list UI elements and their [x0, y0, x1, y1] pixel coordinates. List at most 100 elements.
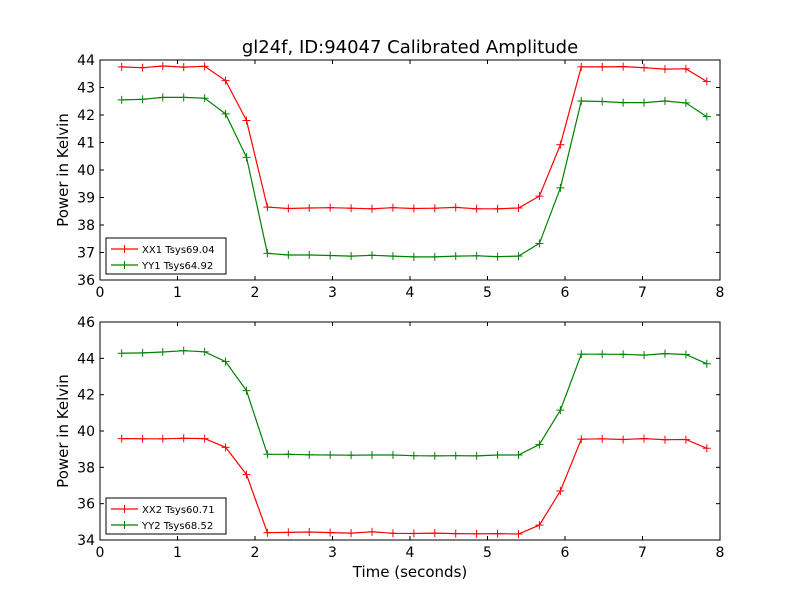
legend: XX2 Tsys60.71 YY2 Tsys68.52	[105, 497, 227, 535]
data-point	[598, 97, 607, 106]
data-point	[409, 204, 418, 213]
data-point	[451, 451, 460, 460]
data-point	[514, 450, 523, 459]
data-point	[221, 109, 230, 118]
data-point	[493, 450, 502, 459]
data-point	[347, 252, 356, 261]
data-point	[409, 252, 418, 261]
data-point	[535, 440, 544, 449]
data-point	[493, 252, 502, 261]
data-point	[200, 94, 209, 103]
data-point	[472, 204, 481, 213]
data-point	[619, 350, 628, 359]
data-point	[388, 450, 397, 459]
x-tick-label: 5	[483, 285, 492, 301]
y-tick-label: 38	[77, 218, 95, 234]
data-point	[368, 251, 377, 260]
data-point	[660, 349, 669, 358]
data-point	[409, 451, 418, 460]
legend-label: XX2 Tsys60.71	[142, 505, 215, 516]
data-point	[138, 63, 147, 72]
data-point	[535, 521, 544, 530]
x-tick-label: 5	[483, 545, 492, 561]
data-point	[702, 444, 711, 453]
x-tick-label: 1	[173, 545, 182, 561]
data-point	[598, 434, 607, 443]
y-tick-label: 36	[77, 273, 95, 289]
y-tick-label: 46	[77, 315, 95, 331]
data-point	[305, 203, 314, 212]
data-point	[305, 528, 314, 537]
data-point	[514, 203, 523, 212]
data-point	[284, 528, 293, 537]
y-tick-label: 37	[77, 246, 95, 262]
data-point	[347, 451, 356, 460]
y-axis-label: Power in Kelvin	[54, 113, 72, 227]
data-point	[117, 434, 126, 443]
data-point	[263, 249, 272, 258]
data-point	[619, 98, 628, 107]
x-tick-label: 1	[173, 285, 182, 301]
data-point	[681, 350, 690, 359]
x-tick-label: 6	[561, 285, 570, 301]
data-point	[117, 62, 126, 71]
data-point	[619, 435, 628, 444]
data-point	[242, 470, 251, 479]
data-point	[493, 204, 502, 213]
x-tick-label: 8	[716, 545, 725, 561]
data-point	[158, 347, 167, 356]
data-point	[577, 96, 586, 105]
data-point	[577, 435, 586, 444]
data-point	[263, 528, 272, 537]
data-point	[305, 450, 314, 459]
x-tick-label: 7	[638, 545, 647, 561]
data-point	[430, 252, 439, 261]
x-tick-label: 8	[716, 285, 725, 301]
data-point	[158, 93, 167, 102]
data-point	[138, 95, 147, 104]
x-axis-label: Time (seconds)	[352, 563, 468, 581]
y-axis-label: Power in Kelvin	[54, 374, 72, 488]
data-point	[619, 62, 628, 71]
data-point	[326, 450, 335, 459]
data-point	[200, 62, 209, 71]
y-tick-label: 39	[77, 191, 95, 207]
data-point	[702, 359, 711, 368]
data-point	[221, 357, 230, 366]
data-point	[326, 203, 335, 212]
data-point	[326, 251, 335, 260]
y-tick-label: 42	[77, 108, 95, 124]
x-tick-label: 4	[406, 285, 415, 301]
y-tick-label: 41	[77, 136, 95, 152]
data-point	[514, 252, 523, 261]
data-point	[158, 62, 167, 71]
data-point	[660, 96, 669, 105]
data-point	[368, 450, 377, 459]
data-point	[117, 349, 126, 358]
data-point	[368, 527, 377, 536]
data-point	[702, 77, 711, 86]
data-point	[138, 348, 147, 357]
data-point	[577, 350, 586, 359]
data-point	[702, 112, 711, 121]
legend-box	[105, 497, 227, 535]
legend-label: YY2 Tsys68.52	[141, 521, 213, 532]
data-point	[556, 183, 565, 192]
data-point	[640, 351, 649, 360]
y-tick-label: 40	[77, 163, 95, 179]
y-tick-label: 42	[77, 388, 95, 404]
data-point	[179, 63, 188, 72]
data-point	[221, 76, 230, 85]
data-point	[430, 204, 439, 213]
x-tick-label: 2	[251, 545, 260, 561]
data-point	[388, 529, 397, 538]
data-point	[660, 65, 669, 74]
data-point	[430, 529, 439, 538]
data-point	[598, 350, 607, 359]
data-point	[577, 62, 586, 71]
x-tick-label: 7	[638, 285, 647, 301]
x-tick-label: 3	[328, 545, 337, 561]
y-tick-label: 40	[77, 424, 95, 440]
